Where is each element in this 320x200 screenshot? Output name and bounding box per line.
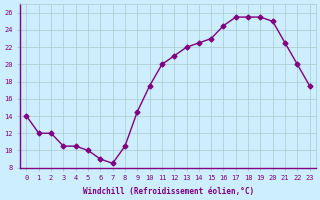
X-axis label: Windchill (Refroidissement éolien,°C): Windchill (Refroidissement éolien,°C) xyxy=(83,187,254,196)
